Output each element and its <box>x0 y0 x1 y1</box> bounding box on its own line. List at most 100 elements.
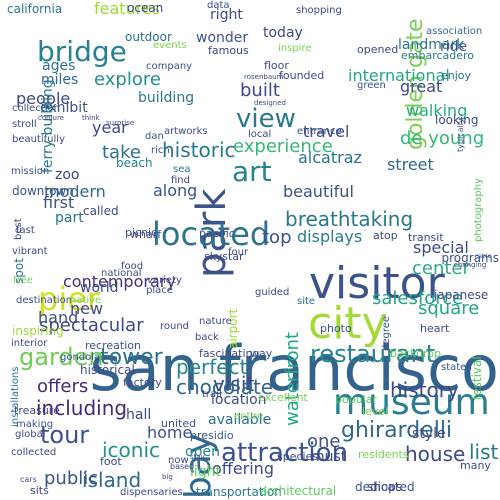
word-photography: photography <box>473 177 484 242</box>
word-photo: photo <box>320 322 352 335</box>
word-attraction: attraction <box>221 438 349 468</box>
word-dedicated: dedicated <box>355 480 415 494</box>
word-think: think <box>82 114 100 122</box>
word-built: built <box>240 80 280 101</box>
word-food: food <box>121 261 144 272</box>
word-beautifully: beautifully <box>12 134 65 145</box>
word-sea: sea <box>173 164 191 175</box>
word-find: find <box>171 175 190 186</box>
word-ages: ages <box>42 58 76 74</box>
word-public: public <box>44 468 99 489</box>
word-center: center <box>412 258 470 279</box>
word-house: house <box>405 442 466 466</box>
word-displays: displays <box>297 227 363 246</box>
word-travel: travel <box>303 122 350 141</box>
word-foot: foot <box>100 455 122 468</box>
word-artworks: artworks <box>164 126 208 137</box>
word-landmark: landmark <box>398 37 465 53</box>
word-must: must <box>311 449 347 465</box>
word-big: big <box>162 473 173 481</box>
word-chocolate: chocolate <box>176 375 274 399</box>
word-national: national <box>101 268 142 279</box>
word-contemporary: contemporary <box>63 272 176 291</box>
word-treasure: treasure <box>14 404 60 417</box>
word-modern: modern <box>44 182 106 201</box>
word-san-francisco: san francisco <box>89 332 499 405</box>
word-founded: founded <box>279 69 325 82</box>
word-global: global <box>15 429 46 440</box>
word-stay: stay <box>190 453 205 461</box>
word-now: now <box>168 455 189 466</box>
word-collected: collected <box>11 447 57 458</box>
word-first: first <box>43 193 75 212</box>
word-enjoy: enjoy <box>441 69 472 82</box>
word-de-young: de young <box>400 128 485 149</box>
word-installations: installations <box>10 366 21 427</box>
word-explore: explore <box>94 69 161 90</box>
word-visit: visit <box>213 372 255 396</box>
word-green: green <box>357 80 386 91</box>
word-making: making <box>16 419 54 430</box>
word-backdrop: backdrop <box>390 347 442 360</box>
word-right: right <box>210 7 243 23</box>
word-festival: festival <box>470 356 484 400</box>
word-ride: ride <box>440 39 468 55</box>
word-outdoor: outdoor <box>125 30 172 44</box>
word-dan: dan <box>145 131 164 142</box>
word-city: city <box>308 298 388 349</box>
word-heart: heart <box>420 322 450 335</box>
word-iconic: iconic <box>102 438 161 462</box>
word-located: located <box>152 215 271 253</box>
word-breathtaking: breathtaking <box>285 207 414 231</box>
word-list: list <box>469 440 499 464</box>
word-street: street <box>387 155 434 174</box>
word-special: special <box>413 238 469 257</box>
word-pier: pier <box>38 280 101 318</box>
word-ferry-building: ferry building <box>40 79 56 173</box>
word-states: states <box>441 362 472 373</box>
word-island: island <box>82 468 142 492</box>
word-many: many <box>460 459 491 472</box>
word-year: year <box>92 118 128 137</box>
word-fast: fast <box>16 225 35 236</box>
word-architectural: architectural <box>260 484 337 498</box>
word-excellent: excellent <box>258 391 308 404</box>
word-rich: rich <box>151 145 170 156</box>
word-programs: programs <box>441 251 499 265</box>
word-one: one <box>307 431 341 452</box>
word-guided: guided <box>255 287 290 298</box>
word-people: people <box>16 89 71 108</box>
word-great: great <box>400 77 443 96</box>
word-hand: hand <box>38 308 79 327</box>
word-beach: beach <box>116 156 153 170</box>
word-four: four <box>228 247 249 258</box>
word-species: species <box>277 450 319 463</box>
word-local: local <box>248 129 272 140</box>
word-sits: sits <box>30 484 49 497</box>
word-offering: offering <box>212 459 274 478</box>
word-skystar: skystar <box>204 250 244 263</box>
word-location: location <box>211 392 267 408</box>
word-stroll: stroll <box>12 119 37 130</box>
word-zoo: zoo <box>55 167 80 183</box>
word-nature: nature <box>199 316 232 327</box>
word-presidio: presidio <box>190 429 234 442</box>
word-international: international <box>348 66 450 85</box>
word-conjure: conjure <box>38 114 64 122</box>
word-atop: atop <box>373 229 398 242</box>
word-california: california <box>7 2 63 16</box>
word-place: place <box>146 285 173 296</box>
word-top: top <box>262 227 292 248</box>
word-along: along <box>153 181 198 200</box>
word-company: company <box>146 61 193 72</box>
word-art: art <box>232 155 272 188</box>
word-designed: designed <box>254 99 286 107</box>
word-typically: typically <box>456 118 465 152</box>
word-rosenbaum: rosenbaum <box>244 73 284 81</box>
word-today: today <box>263 25 303 41</box>
word-residents: residents <box>358 448 409 461</box>
word-view: view <box>236 104 296 134</box>
word-historical: historical <box>80 363 135 377</box>
word-ocean: ocean <box>127 1 164 15</box>
word-home: home <box>147 423 193 442</box>
